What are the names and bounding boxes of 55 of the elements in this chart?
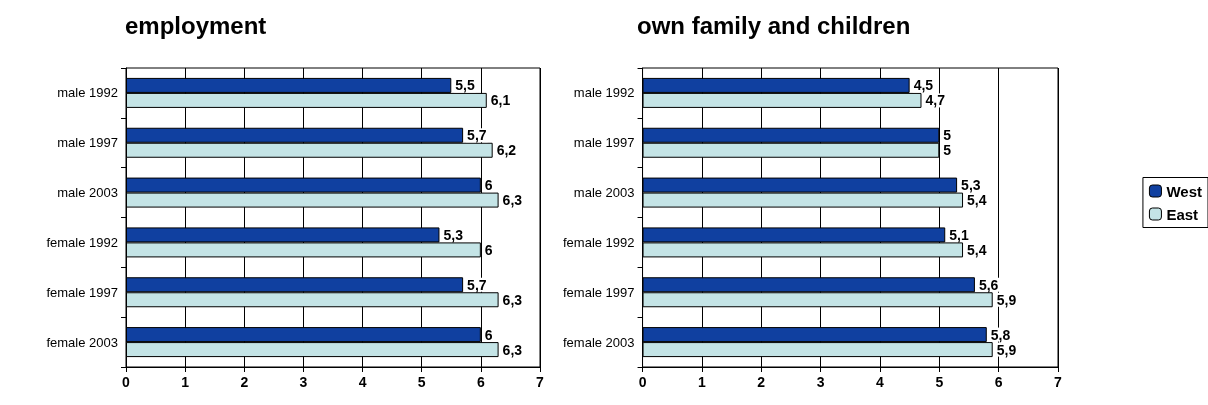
data-label: 6 — [484, 326, 493, 343]
data-label: 4,5 — [913, 77, 934, 94]
data-label: 6,2 — [496, 142, 517, 159]
data-label: 5,6 — [978, 276, 999, 293]
x-tick-label: 5 — [417, 374, 426, 390]
x-tick-label: 0 — [638, 374, 647, 390]
data-label: 5 — [943, 142, 952, 159]
data-label: 5 — [943, 127, 952, 144]
x-tick-label: 6 — [994, 374, 1003, 390]
y-tick-label: female 1997 — [562, 284, 635, 300]
data-label: 5,7 — [467, 127, 487, 144]
y-tick-label: male 2003 — [57, 185, 118, 201]
x-tick-label: 4 — [876, 374, 885, 390]
x-tick-label: 3 — [816, 374, 825, 390]
data-label: 5,1 — [949, 226, 969, 243]
data-label: 5,4 — [967, 192, 987, 209]
x-tick-label: 7 — [536, 374, 545, 390]
y-tick-label: male 2003 — [573, 185, 635, 201]
x-tick-label: 2 — [240, 374, 249, 390]
x-tick-label: 1 — [698, 374, 706, 390]
x-tick-label: 1 — [181, 374, 190, 390]
y-tick-label: male 1992 — [57, 85, 118, 101]
x-tick-label: 4 — [358, 374, 367, 390]
data-label: 5,8 — [990, 326, 1011, 343]
y-tick-label: female 1992 — [46, 234, 118, 250]
data-label: 5,3 — [443, 226, 464, 243]
data-label: 5,3 — [961, 177, 981, 194]
y-tick-label: female 2003 — [46, 334, 118, 350]
data-label: 5,9 — [996, 291, 1017, 308]
x-tick-label: 0 — [122, 374, 131, 390]
y-tick-label: female 1992 — [562, 234, 635, 250]
x-tick-label: 7 — [1054, 374, 1063, 390]
y-tick-label: male 1992 — [573, 85, 635, 101]
data-label: 6,3 — [502, 291, 523, 308]
data-label: 6,1 — [490, 92, 511, 109]
data-label: 6,3 — [502, 341, 523, 358]
x-tick-label: 2 — [757, 374, 766, 390]
y-tick-label: male 1997 — [57, 135, 118, 151]
data-label: 6 — [484, 241, 493, 258]
x-tick-label: 6 — [476, 374, 485, 390]
data-label: 5,4 — [967, 241, 987, 258]
y-tick-label: male 1997 — [573, 135, 635, 151]
data-label: 5,7 — [467, 276, 487, 293]
data-label: 6,3 — [502, 192, 523, 209]
x-tick-label: 5 — [935, 374, 944, 390]
legend-label: West — [1166, 182, 1203, 200]
y-tick-label: female 1997 — [46, 284, 118, 300]
x-tick-label: 3 — [299, 374, 308, 390]
y-tick-label: female 2003 — [562, 334, 635, 350]
data-label: 4,7 — [925, 92, 946, 109]
data-label: 5,5 — [455, 77, 475, 94]
chart-title: employment — [125, 11, 267, 39]
legend-label: East — [1166, 205, 1199, 223]
data-label: 6 — [484, 177, 493, 194]
chart-title: own family and children — [637, 11, 911, 39]
